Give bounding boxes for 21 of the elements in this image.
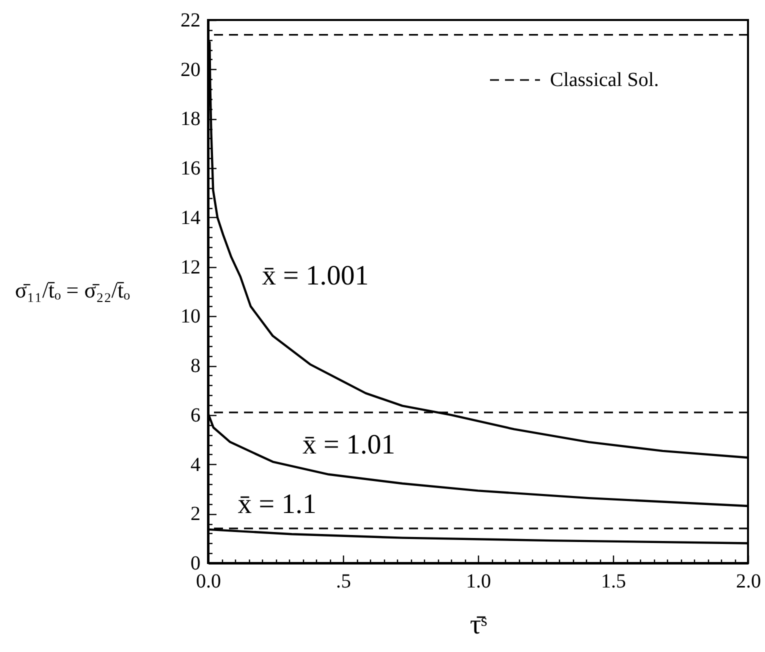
- legend-label: Classical Sol.: [550, 69, 659, 91]
- y-tick-label: 14: [180, 206, 200, 229]
- y-tick-label: 16: [180, 158, 200, 180]
- y-tick-label: 6: [190, 404, 200, 426]
- x-tick-label: 1.0: [466, 570, 491, 592]
- x-tick-label: 2.0: [736, 570, 761, 592]
- y-tick-label: 20: [180, 58, 200, 81]
- x-tick-label: 1.5: [601, 570, 626, 592]
- x-tick-label: .5: [336, 570, 351, 592]
- y-tick-label: 12: [180, 256, 200, 278]
- y-tick-label: 22: [180, 10, 200, 32]
- y-tick-label: 8: [190, 355, 200, 378]
- y-tick-label: 4: [190, 454, 200, 476]
- series-label: x̄ = 1.1: [238, 489, 316, 520]
- series-label: x̄ = 1.01: [302, 430, 396, 461]
- y-axis-title: σ̄₁₁/t̄ₒ = σ̄₂₂/t̄ₒ: [15, 278, 130, 302]
- series-label: x̄ = 1.001: [262, 260, 369, 292]
- y-tick-label: 18: [180, 108, 200, 130]
- x-axis-title: τ̄ˢ: [470, 610, 488, 640]
- y-tick-label: 10: [180, 306, 200, 328]
- y-tick-label: 2: [190, 503, 200, 526]
